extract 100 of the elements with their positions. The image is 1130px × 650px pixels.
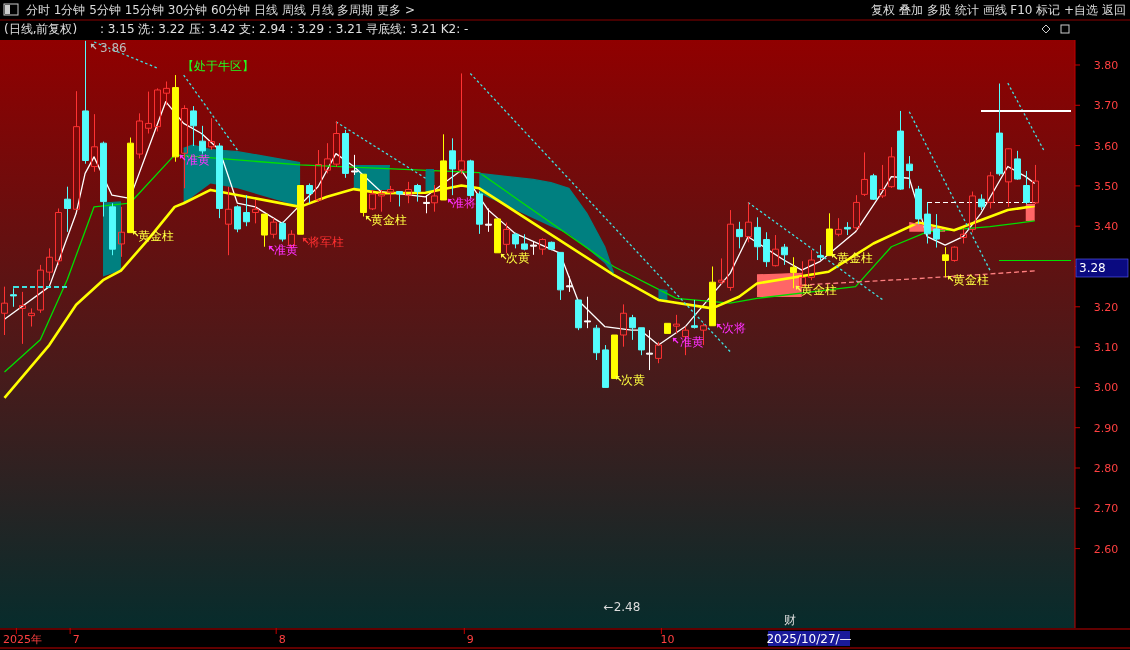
candlestick [37,264,44,314]
y-tick-label: 3.50 [1093,179,1119,193]
candlestick [629,314,636,341]
x-tick-label: 10 [660,633,675,646]
candlestick [351,154,358,176]
candlestick [521,233,528,251]
annotation: 3.86 [100,41,127,55]
candlestick [10,287,17,308]
candlestick [46,247,53,282]
candlestick [584,296,591,329]
candlestick [396,191,403,207]
candlestick [405,181,412,204]
candlestick [602,344,609,388]
candlestick [55,207,62,266]
candlestick [467,159,474,199]
candlestick [485,207,492,233]
candlestick [512,232,519,249]
y-tick-label: 2.60 [1093,542,1119,556]
annotation: 将军柱 [307,235,344,249]
annotation: 次黄 [621,373,645,387]
y-tick-label: 3.20 [1093,300,1119,314]
y-tick-label: 3.00 [1093,381,1119,395]
candlestick [745,201,752,243]
candlestick [136,112,143,159]
candlestick [73,90,80,211]
candlestick [234,204,241,233]
candlestick [172,74,179,163]
candlestick [252,199,259,224]
candlestick [1,286,8,336]
candlestick [638,327,645,356]
candlestick [655,341,662,364]
candlestick [691,299,698,330]
text: 分时 1分钟 5分钟 15分钟 30分钟 60分钟 日线 周线 月线 多周期 更多 > [26,3,416,17]
candlestick [449,137,456,196]
candlestick [879,164,886,199]
candlestick [754,216,761,261]
candlestick [575,299,582,331]
candlestick [369,189,376,211]
y-tick-label: 3.60 [1093,139,1119,153]
candlestick [378,189,385,213]
candlestick [109,202,116,256]
candlestick [611,334,618,380]
candlestick [163,81,170,106]
candlestick [494,218,501,254]
text: : 3.15 洗: 3.22 压: 3.42 支: 2.94 : 3.29 : 3.21 寻底线: 3.21 K2: - [100,22,469,36]
candlestick [736,221,743,249]
candlestick [709,265,716,327]
y-tick-label: 3.40 [1093,220,1119,234]
x-tick-label: 7 [72,633,80,646]
candlestick [190,105,197,147]
candlestick [673,314,680,334]
candlestick [199,125,206,155]
candlestick [781,243,788,266]
candlestick [718,257,725,286]
y-tick-label: 2.70 [1093,502,1119,516]
candlestick [279,221,286,243]
candlestick [306,182,313,204]
annotation: 次黄 [506,251,530,265]
candlestick [593,324,600,361]
candlestick [960,227,967,245]
candlestick [431,184,438,213]
candlestick [951,245,958,263]
candlestick [924,201,931,245]
candlestick [91,113,98,173]
candlestick [82,40,89,165]
candlestick [118,206,125,258]
text: 3.28 [1079,261,1106,275]
candlestick [987,171,994,209]
candlestick [727,209,734,292]
candlestick [548,241,555,251]
candlestick [225,186,232,256]
candlestick [476,191,483,235]
candlestick [835,217,842,237]
y-tick-label: 3.70 [1093,99,1119,113]
candlestick [261,213,268,248]
line-series [3,154,1036,373]
candlestick [1023,170,1030,205]
candlestick [853,194,860,231]
y-tick-label: 2.80 [1093,462,1119,475]
annotation: 黄金柱 [953,273,989,287]
candlestick [817,244,824,261]
annotation: 准黄 [274,243,298,257]
candlestick [342,129,349,179]
annotation: 准将 [452,196,476,210]
candlestick [906,155,913,189]
chart-title: (日线,前复权) [4,22,78,36]
annotation: ←2.48 [603,600,641,614]
annotation: 黄金柱 [138,229,174,243]
candlestick [387,185,394,203]
x-tick-label: 8 [278,633,286,646]
candlestick [557,251,564,301]
candlestick [870,173,877,201]
candlestick [539,237,546,256]
candlestick [145,91,152,134]
x-tick-label: 2025年 [2,633,42,646]
candlestick [844,221,851,236]
candlestick [333,120,340,168]
candlestick [620,303,627,348]
candlestick [100,141,107,218]
candlestick [154,87,161,132]
